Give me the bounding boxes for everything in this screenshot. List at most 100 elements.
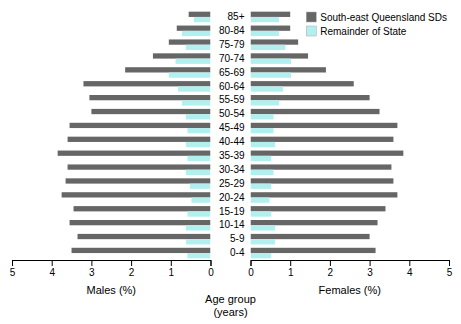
x-tick: 4 (49, 260, 55, 278)
bar (251, 12, 291, 17)
chart-svg: 543210Males (%)012345Females (%)0-45-910… (0, 0, 461, 324)
panel: 543210Males (%) (10, 12, 215, 296)
bar (251, 73, 291, 78)
tick-label: 80-84 (219, 25, 245, 36)
bar (68, 137, 211, 142)
bar (72, 248, 211, 253)
x-axis-title: Females (%) (319, 284, 381, 296)
bar (186, 225, 211, 230)
bar (251, 248, 376, 253)
x-tick: 0 (248, 260, 254, 278)
y-tick: 5-9 (230, 233, 250, 244)
tick-label: 25-29 (219, 178, 245, 189)
y-tick: 40-44 (219, 136, 251, 147)
bar (186, 45, 211, 50)
bar (251, 192, 398, 197)
bar (191, 198, 210, 203)
bar (251, 137, 394, 142)
bar (251, 100, 280, 105)
tick-label: 10-14 (219, 219, 245, 230)
y-tick: 50-54 (219, 108, 251, 119)
bar (251, 109, 380, 114)
bar (169, 73, 211, 78)
tick-label: 60-64 (219, 81, 245, 92)
y-tick: 85+ (228, 11, 251, 22)
tick-mark (449, 260, 450, 266)
tick-mark (131, 260, 132, 266)
bar (251, 59, 291, 64)
tick-mark (211, 260, 212, 266)
bar (68, 164, 211, 169)
x-axis-title: Males (%) (86, 284, 136, 296)
tick-label: 0 (248, 267, 254, 278)
tick-label: 30-34 (219, 164, 245, 175)
tick-label: 45-49 (219, 122, 245, 133)
tick-label: 3 (367, 267, 373, 278)
tick-label: 0-4 (230, 247, 245, 258)
bar (251, 156, 272, 161)
tick-mark (330, 260, 331, 266)
x-tick: 0 (208, 260, 214, 278)
tick-label: 5 (447, 267, 453, 278)
bar (251, 123, 398, 128)
bar (187, 253, 210, 258)
bar (169, 39, 211, 44)
bar (251, 39, 299, 44)
bar (251, 45, 286, 50)
bar (251, 164, 392, 169)
y-tick: 80-84 (219, 25, 251, 36)
legend-item: South-east Queensland SDs (306, 12, 447, 23)
y-tick: 30-34 (219, 164, 251, 175)
bar (251, 170, 274, 175)
legend-label: Remainder of State (320, 26, 407, 37)
bar (186, 142, 211, 147)
chart-container: 543210Males (%)012345Females (%)0-45-910… (0, 0, 461, 324)
y-tick: 15-19 (219, 206, 251, 217)
bar (251, 114, 274, 119)
bar (74, 206, 211, 211)
bar (251, 95, 370, 100)
tick-label: 85+ (228, 11, 245, 22)
tick-mark (251, 260, 252, 266)
bar (176, 59, 211, 64)
tick-label: 75-79 (219, 39, 245, 50)
y-tick: 70-74 (219, 53, 251, 64)
y-tick: 65-69 (219, 67, 251, 78)
legend-item: Remainder of State (306, 26, 407, 37)
bar (187, 156, 210, 161)
bar (58, 151, 211, 156)
x-tick: 3 (367, 260, 373, 278)
bar (251, 220, 378, 225)
bar (251, 225, 276, 230)
x-tick: 2 (129, 260, 135, 278)
bar (189, 12, 211, 17)
bar (251, 211, 272, 216)
tick-mark (91, 260, 92, 266)
tick-mark (290, 260, 291, 266)
tick-label: 65-69 (219, 67, 245, 78)
y-axis: 0-45-910-1415-1920-2425-2930-3435-3940-4… (219, 11, 251, 258)
title-line: Age group (205, 293, 256, 305)
tick-label: 4 (49, 267, 55, 278)
panel: 012345Females (%)0-45-910-1415-1920-2425… (219, 11, 453, 296)
tick-label: 55-59 (219, 94, 245, 105)
bar (251, 26, 291, 31)
bar (182, 31, 211, 36)
bar (178, 86, 211, 91)
tick-mark (12, 260, 13, 266)
bar (177, 26, 211, 31)
bar (66, 178, 211, 183)
tick-label: 15-19 (219, 206, 245, 217)
bar (251, 67, 326, 72)
tick-label: 1 (288, 267, 294, 278)
tick-label: 5 (10, 267, 16, 278)
bar (251, 178, 394, 183)
tick-label: 70-74 (219, 53, 245, 64)
x-tick: 1 (169, 260, 175, 278)
y-tick: 25-29 (219, 178, 251, 189)
bar (251, 184, 272, 189)
bar (186, 239, 211, 244)
x-axis: 012345 (248, 260, 453, 278)
bar (70, 123, 211, 128)
bar (251, 206, 386, 211)
